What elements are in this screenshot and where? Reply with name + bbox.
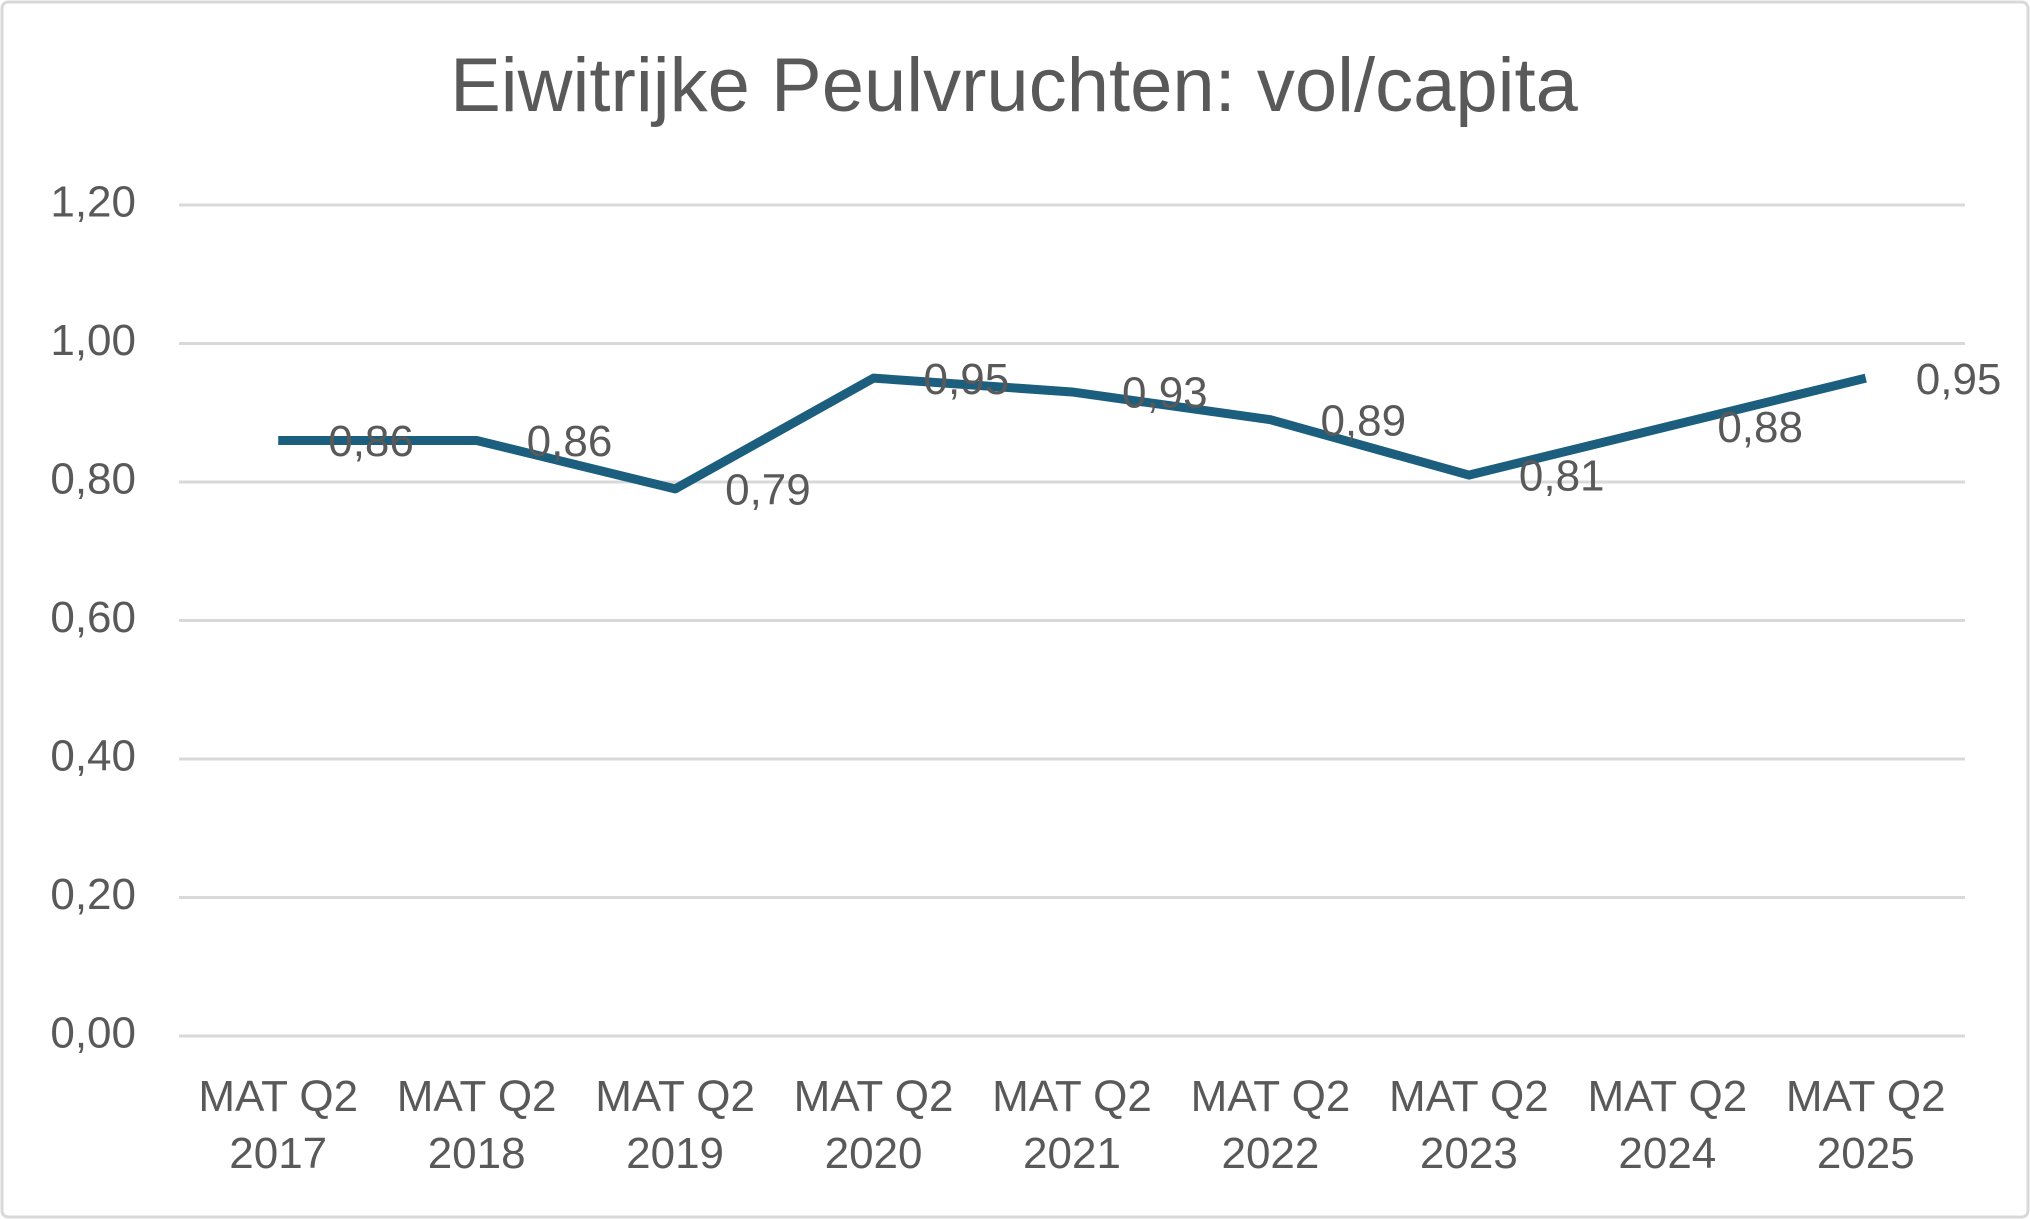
x-tick-label: MAT Q2 2025 <box>1785 1072 1946 1178</box>
data-label: 0,89 <box>1320 396 1406 445</box>
y-tick-label: 0,00 <box>50 1009 136 1058</box>
y-tick-label: 0,40 <box>50 732 136 781</box>
y-tick-label: 0,20 <box>50 870 136 919</box>
y-tick-label: 0,60 <box>50 593 136 642</box>
data-label: 0,86 <box>328 417 414 466</box>
y-tick-label: 0,80 <box>50 455 136 504</box>
x-tick-label: MAT Q2 2022 <box>1190 1072 1351 1178</box>
x-tick-label: MAT Q2 2021 <box>992 1072 1152 1178</box>
x-tick-label: MAT Q2 2023 <box>1389 1072 1549 1178</box>
data-label: 0,88 <box>1717 403 1803 452</box>
x-tick-label: MAT Q2 2020 <box>793 1072 954 1178</box>
x-tick-label: MAT Q2 2018 <box>396 1072 557 1178</box>
x-tick-label: MAT Q2 2019 <box>595 1072 755 1178</box>
data-label: 0,95 <box>924 355 1010 404</box>
x-tick-label: MAT Q2 2017 <box>198 1072 359 1178</box>
line <box>278 373 1867 494</box>
data-label: 0,93 <box>1122 369 1208 418</box>
data-label: 0,95 <box>1916 355 2002 404</box>
data-label: 0,79 <box>725 466 811 515</box>
data-label: 0,81 <box>1519 452 1605 501</box>
y-tick-label: 1,20 <box>50 178 136 227</box>
data-label: 0,86 <box>527 417 613 466</box>
x-tick-label: MAT Q2 2024 <box>1587 1072 1748 1178</box>
y-tick-label: 1,00 <box>50 316 136 365</box>
chart-title: Eiwitrijke Peulvruchten: vol/capita <box>450 43 1579 128</box>
